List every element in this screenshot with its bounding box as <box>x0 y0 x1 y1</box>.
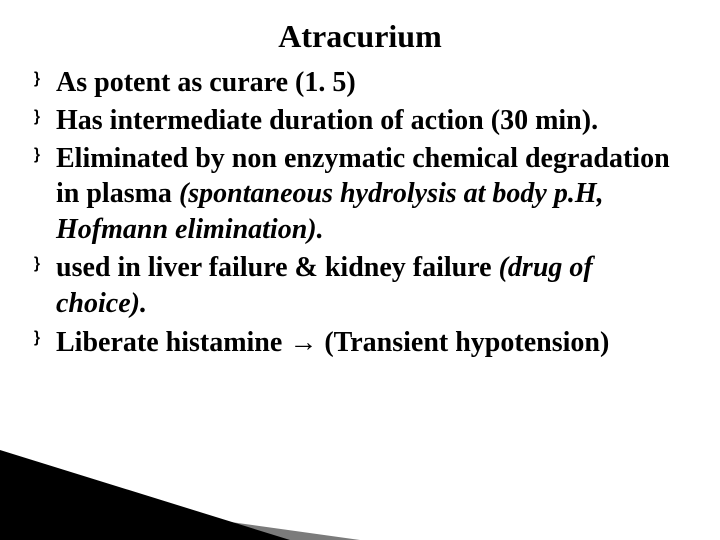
text-run: used in liver failure & kidney failure <box>56 252 499 283</box>
decor-triangle <box>0 490 360 540</box>
bullet-item: } Liberate histamine → (Transient hypoten… <box>34 324 686 361</box>
text-run: → <box>289 326 317 357</box>
text-run: Liberate histamine <box>56 327 289 358</box>
slide: Atracurium } As potent as curare (1. 5)} H… <box>0 0 720 540</box>
bullet-item: }Eliminated by non enzymatic chemical de… <box>34 141 686 248</box>
bullet-glyph: } <box>34 328 40 348</box>
bullet-glyph: } <box>34 254 40 274</box>
text-run: Has intermediate duration of action (30 … <box>56 105 598 136</box>
bullet-glyph: } <box>34 69 40 89</box>
bullet-glyph: } <box>34 145 40 165</box>
bullet-glyph: } <box>34 107 40 127</box>
bullet-item: }used in liver failure & kidney failure … <box>34 250 686 322</box>
bullet-item: } Has intermediate duration of action (30… <box>34 103 686 139</box>
corner-decor <box>0 420 720 540</box>
text-run: (Transient hypotension) <box>317 327 609 358</box>
decor-triangle <box>0 450 290 540</box>
text-run: As potent as curare (1. 5) <box>56 67 356 98</box>
bullet-list: } As potent as curare (1. 5)} Has intermed… <box>34 65 686 361</box>
slide-title: Atracurium <box>34 18 686 55</box>
bullet-item: } As potent as curare (1. 5) <box>34 65 686 101</box>
